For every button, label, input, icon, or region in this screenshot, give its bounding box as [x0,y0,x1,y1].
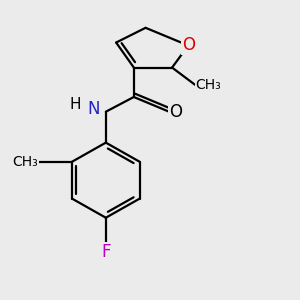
Text: CH₃: CH₃ [12,155,38,169]
Text: O: O [182,37,195,55]
Text: F: F [101,243,111,261]
Text: H: H [69,97,81,112]
Text: O: O [169,103,182,121]
Text: N: N [88,100,100,118]
Text: CH₃: CH₃ [196,78,221,92]
